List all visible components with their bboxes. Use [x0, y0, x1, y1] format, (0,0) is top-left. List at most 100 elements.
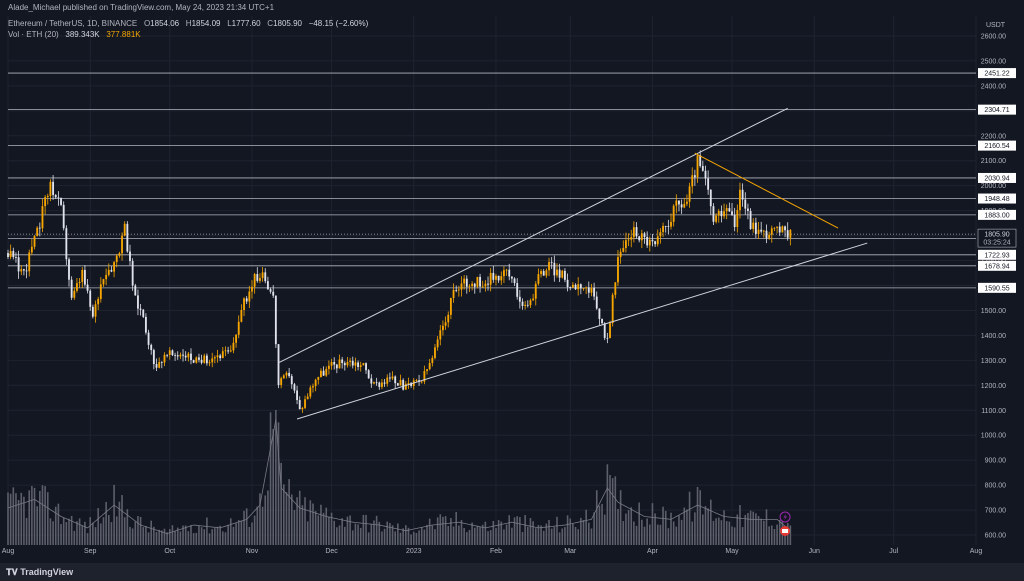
candle-body: [579, 284, 582, 289]
volume-bar: [373, 520, 375, 545]
horizontal-levels: [8, 72, 976, 289]
candle-body: [142, 309, 145, 317]
price-level-tag[interactable]: [978, 249, 1016, 260]
volume-bar: [31, 485, 33, 545]
bar-countdown: 03:25:24: [983, 240, 1010, 247]
candle-body: [76, 283, 78, 291]
candle-body: [253, 274, 256, 287]
candle-body: [68, 259, 70, 280]
current-price-tag[interactable]: [977, 228, 1017, 248]
volume-bar: [664, 510, 667, 545]
volume-bar: [707, 508, 709, 545]
candle-body: [184, 355, 187, 358]
trendline-channel-upper[interactable]: [278, 107, 788, 364]
trendline-descending-resistance[interactable]: [694, 152, 839, 229]
publish-text: Alade_Michael published on TradingView.c…: [8, 3, 275, 12]
candle-body: [635, 227, 638, 237]
volume-bar: [129, 526, 131, 545]
candle-body: [558, 269, 561, 278]
volume-bar: [150, 520, 153, 545]
candle-body: [537, 274, 540, 284]
volume-bar: [229, 518, 232, 545]
volume-bar: [206, 517, 208, 545]
candle-body: [513, 278, 516, 284]
volume-bar: [757, 516, 760, 545]
price-level-tag[interactable]: [978, 209, 1016, 220]
trendlines[interactable]: [278, 107, 868, 420]
candle-body: [593, 287, 596, 297]
price-level-tag[interactable]: [978, 68, 1016, 79]
candle-body: [632, 227, 635, 238]
volume-bar: [232, 526, 235, 545]
candle-body: [33, 235, 36, 247]
time-tick-label: Oct: [164, 548, 175, 555]
candle-body: [60, 197, 62, 205]
volume-bar: [460, 519, 463, 545]
volume-bar: [760, 518, 762, 545]
price-axis[interactable]: USDT 600.00 700.00 800.00 900.00 1000.00 1100.…: [977, 22, 1017, 540]
candle-body: [460, 283, 463, 290]
volume-bar: [481, 524, 484, 545]
price-level-tag[interactable]: [978, 172, 1016, 183]
candle-body: [500, 276, 503, 281]
candle-body: [272, 291, 275, 296]
candle-body: [261, 272, 264, 279]
volume-row: Vol · ETH (20) 389.343K 377.881K: [8, 29, 368, 40]
candle-body: [126, 223, 129, 252]
candle-body: [362, 363, 365, 366]
volume-bar: [625, 513, 627, 545]
chart-legend: Ethereum / TetherUS, 1D, BINANCE O1854.0…: [8, 18, 368, 40]
price-level-tag[interactable]: [978, 260, 1016, 271]
trendline-channel-lower[interactable]: [296, 242, 868, 420]
price-level-tag[interactable]: [978, 104, 1016, 115]
volume-bar: [41, 485, 44, 545]
price-tick-label: 1100.00: [981, 408, 1006, 415]
candle-body: [17, 257, 20, 272]
tradingview-logo[interactable]: 𝐓𝐕 TradingView: [6, 566, 73, 578]
time-axis[interactable]: Aug Sep Oct Nov Dec 2023 Feb Mar Apr May Jun Jul Aug: [2, 548, 983, 555]
event-markers[interactable]: [779, 511, 791, 536]
symbol-name[interactable]: Ethereum / TetherUS, 1D, BINANCE: [8, 19, 138, 28]
candle-body: [317, 377, 320, 380]
candle-body: [78, 281, 81, 284]
volume-bar: [476, 526, 479, 545]
volume-bar: [463, 528, 465, 545]
volume-bar: [251, 522, 253, 545]
price-level-tag[interactable]: [978, 193, 1016, 204]
candle-body: [651, 239, 654, 242]
volume-bar: [516, 516, 518, 545]
volume-bar: [418, 530, 420, 545]
volume-bar: [306, 521, 309, 545]
candle-body: [685, 201, 688, 204]
candle-body: [415, 380, 418, 382]
price-tick-label: 1200.00: [981, 383, 1006, 390]
candle-body: [749, 210, 752, 229]
candle-body: [643, 233, 646, 237]
volume-bar: [662, 506, 664, 545]
candle-body: [49, 181, 52, 196]
candle-body: [57, 197, 60, 199]
volume-bar: [314, 511, 317, 545]
volume-bar: [381, 531, 383, 545]
price-level-tag[interactable]: [978, 140, 1016, 151]
candle-body: [205, 355, 208, 364]
volume-bar: [123, 517, 126, 545]
volume-label[interactable]: Vol · ETH (20): [8, 30, 59, 39]
candle-body: [94, 304, 97, 317]
price-level-tag[interactable]: [978, 282, 1016, 293]
volume-bar: [54, 506, 57, 545]
lightning-icon[interactable]: [779, 511, 791, 523]
candle-body: [728, 208, 731, 212]
volume-bar: [118, 501, 121, 545]
volume-bar: [436, 517, 439, 545]
candle-body: [187, 353, 190, 358]
volume-value: 389.343K: [65, 30, 100, 39]
volume-bar: [641, 519, 643, 545]
volume-bar: [290, 494, 293, 545]
candle-body: [770, 228, 773, 235]
volume-bar: [309, 500, 312, 545]
ohlc-open-key: O: [143, 19, 151, 28]
volume-bar: [107, 515, 110, 545]
volume-bar: [712, 520, 715, 545]
